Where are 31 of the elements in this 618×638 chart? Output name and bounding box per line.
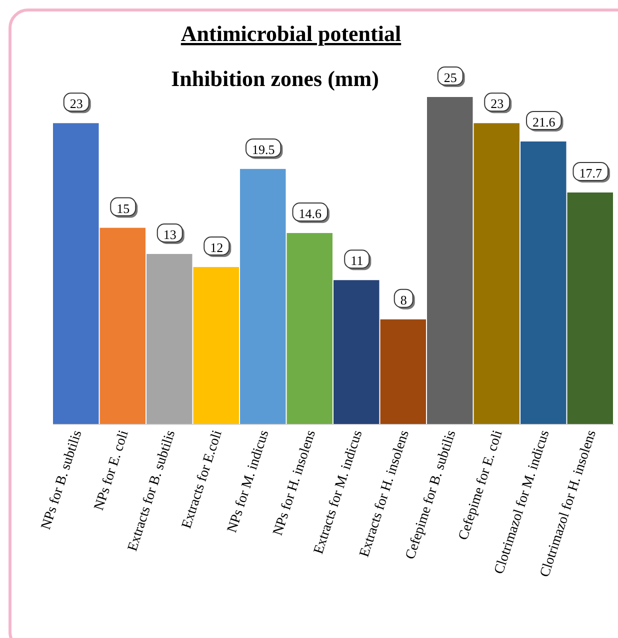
bar xyxy=(53,123,99,424)
bar xyxy=(427,97,473,424)
data-label: 23 xyxy=(490,96,504,112)
bar xyxy=(520,141,566,424)
bar xyxy=(100,228,146,424)
data-label: 11 xyxy=(350,253,364,268)
bar xyxy=(286,233,332,424)
x-tick-label: NPs for M. indicus xyxy=(224,428,272,535)
data-label: 15 xyxy=(116,200,130,216)
x-tick-label: Extracts for E.coli xyxy=(180,428,226,530)
chart-title: Antimicrobial potential xyxy=(180,21,402,46)
data-label: 17.7 xyxy=(579,165,602,180)
bar xyxy=(474,123,520,424)
bar xyxy=(240,168,286,424)
data-label: 8 xyxy=(400,292,407,308)
data-label: 23 xyxy=(70,96,83,112)
bar xyxy=(380,319,426,424)
chart-subtitle: Inhibition zones (mm) xyxy=(171,66,379,91)
data-label: 12 xyxy=(210,240,224,256)
data-label: 14.6 xyxy=(298,206,322,222)
bar xyxy=(193,267,239,424)
data-label: 13 xyxy=(163,226,176,242)
bar xyxy=(334,280,380,424)
x-tick-label: NPs for B. subtilis xyxy=(38,428,86,532)
x-tick-label: NPs for E. coli xyxy=(92,428,132,512)
data-label: 19.5 xyxy=(252,142,275,157)
bar xyxy=(146,254,192,424)
bar xyxy=(567,192,613,424)
x-tick-label: NPs for H. insolens xyxy=(270,428,319,538)
data-label: 21.6 xyxy=(532,114,556,130)
data-label: 25 xyxy=(444,70,457,85)
